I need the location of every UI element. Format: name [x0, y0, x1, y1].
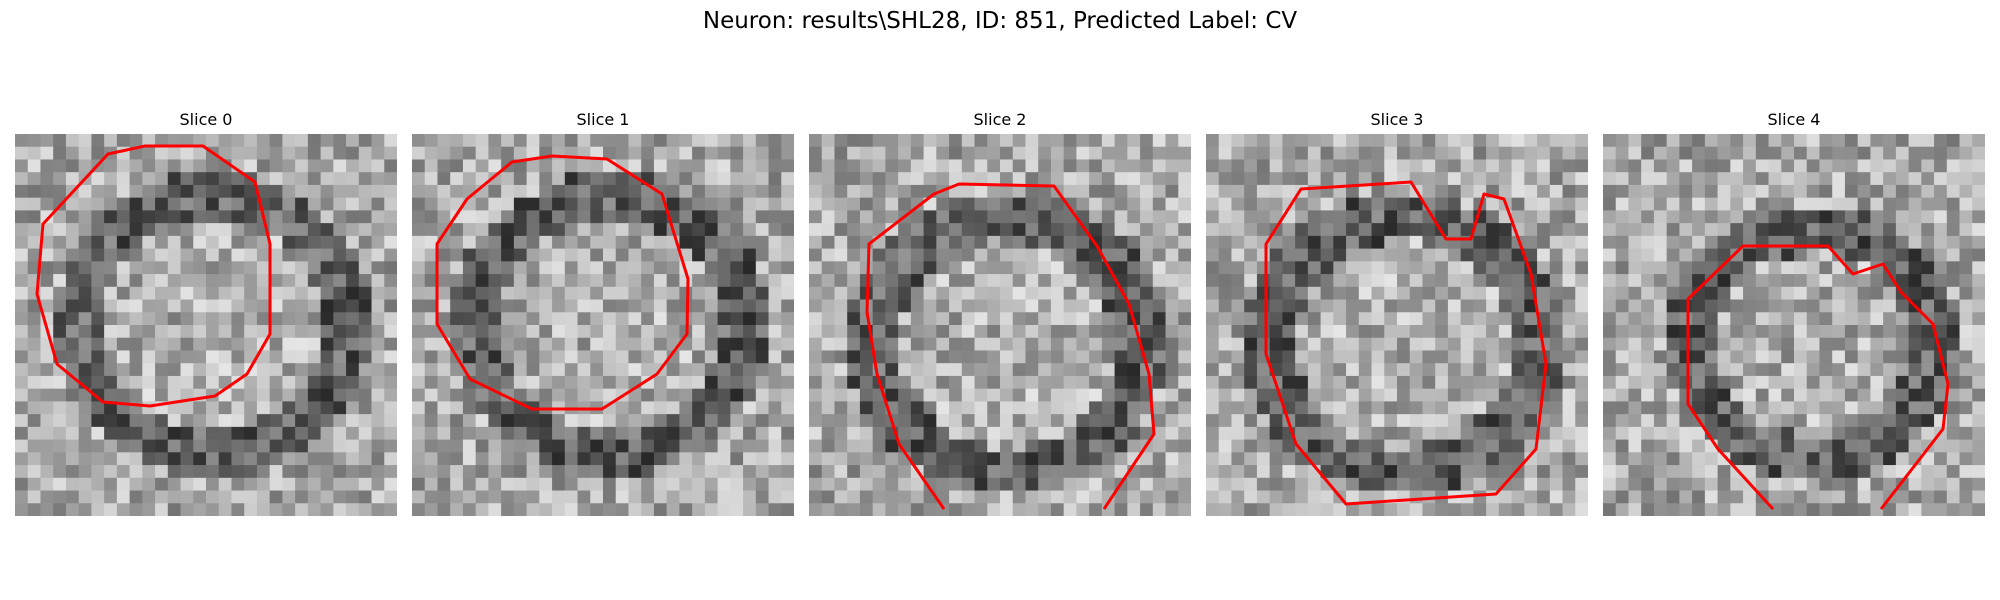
pixel-grid: [15, 134, 397, 516]
slice-panel-0: Slice 0: [15, 110, 397, 516]
slice-image: [809, 134, 1191, 516]
slice-title: Slice 0: [179, 110, 233, 129]
slice-title: Slice 4: [1767, 110, 1821, 129]
pixel-grid: [1603, 134, 1985, 516]
pixel-grid: [1206, 134, 1588, 516]
segmentation-contour: [865, 182, 1156, 510]
slice-image: [1603, 134, 1985, 516]
segmentation-contour: [1264, 180, 1548, 506]
segmentation-contour: [35, 144, 272, 408]
slice-title: Slice 1: [576, 110, 630, 129]
pixel-grid: [412, 134, 794, 516]
figure-title: Neuron: results\SHL28, ID: 851, Predicte…: [702, 8, 1298, 34]
slice-panel-4: Slice 4: [1603, 110, 1985, 516]
segmentation-contour: [435, 154, 690, 411]
slice-image: [15, 134, 397, 516]
segmentation-contour: [1686, 244, 1950, 511]
slice-panel-3: Slice 3: [1206, 110, 1588, 516]
slice-title: Slice 3: [1370, 110, 1424, 129]
pixel-grid: [809, 134, 1191, 516]
slice-image: [1206, 134, 1588, 516]
slice-panel-2: Slice 2: [809, 110, 1191, 516]
slice-title: Slice 2: [973, 110, 1027, 129]
slice-image: [412, 134, 794, 516]
slice-panel-1: Slice 1: [412, 110, 794, 516]
